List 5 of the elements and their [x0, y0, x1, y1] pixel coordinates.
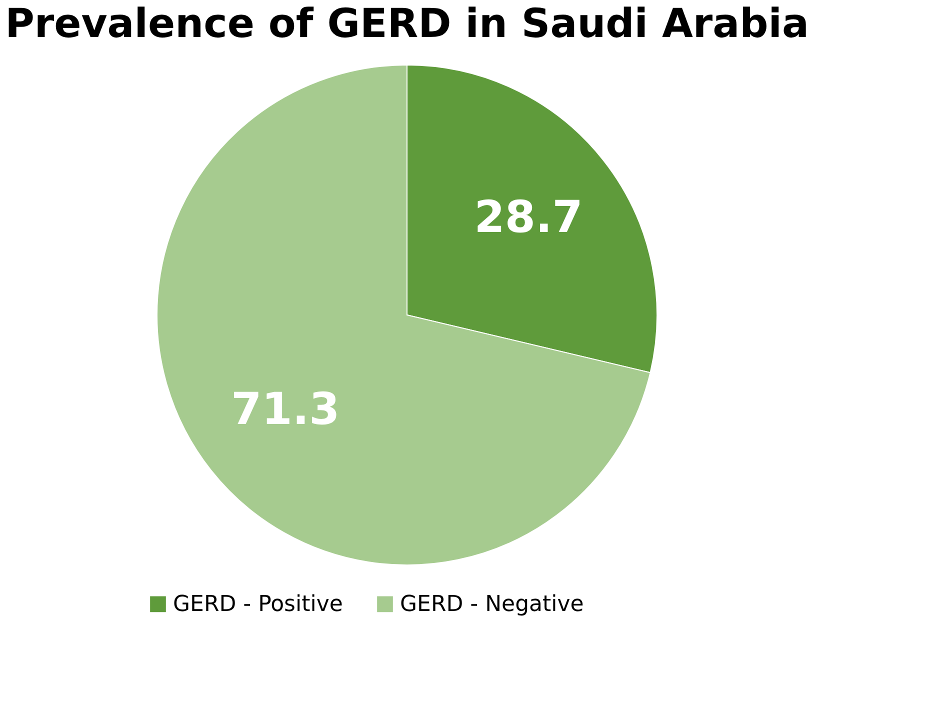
- legend-label: GERD - Positive: [173, 592, 343, 618]
- data-label: 71.3: [231, 384, 340, 436]
- data-label: 28.7: [474, 192, 583, 243]
- legend-label: GERD - Negative: [400, 592, 584, 618]
- chart-title: Prevalence of GERD in Saudi Arabia: [5, 1, 809, 47]
